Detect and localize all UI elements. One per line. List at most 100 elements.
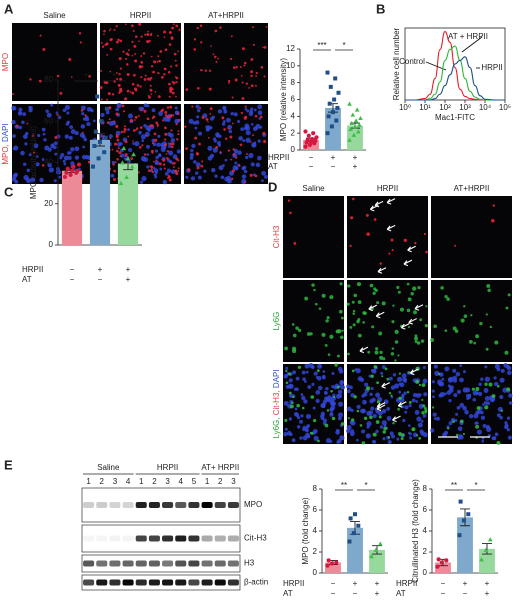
cell: [400, 437, 404, 441]
cell: [424, 406, 427, 410]
cell: [20, 150, 25, 156]
y-tick-label: 8: [423, 484, 428, 493]
band-label: Cit-H3: [244, 534, 267, 543]
cell: [120, 153, 125, 158]
cell: [362, 399, 367, 405]
cell: [317, 363, 323, 369]
cell: [155, 121, 159, 125]
cell: [503, 363, 508, 368]
cell: [287, 384, 293, 389]
cell: [45, 109, 49, 113]
y-tick-label: 6: [313, 505, 318, 514]
cell: [250, 74, 253, 78]
cell: [412, 286, 417, 291]
cell: [146, 165, 150, 169]
cell: [506, 365, 512, 371]
blot-band: [122, 560, 134, 567]
cell: [154, 175, 158, 179]
cell: [320, 414, 325, 419]
cell: [154, 138, 158, 142]
cell: [448, 385, 452, 389]
cell: [381, 301, 386, 306]
cell: [475, 391, 479, 396]
cell: [462, 405, 467, 411]
cell: [196, 26, 199, 30]
cell: [207, 155, 213, 161]
cell: [366, 411, 372, 416]
series-label: HRPII: [481, 63, 502, 72]
cell: [455, 371, 461, 377]
cell: [141, 175, 147, 182]
cell: [101, 45, 105, 48]
cell: [210, 167, 216, 173]
cell: [148, 95, 151, 99]
blot-frame: [81, 524, 241, 553]
cell: [418, 437, 422, 440]
cell: [124, 140, 128, 144]
arrow: [359, 346, 369, 354]
cell: [507, 435, 512, 440]
cell: [399, 307, 404, 312]
cell: [138, 40, 140, 43]
condition-mark: +: [126, 275, 131, 284]
cell: [507, 370, 512, 376]
cell: [100, 69, 103, 72]
cell: [232, 165, 238, 171]
cell: [504, 424, 509, 430]
column-title: Saline: [302, 184, 325, 193]
cell: [260, 66, 264, 69]
cell: [205, 117, 209, 121]
cell: [331, 385, 335, 389]
cell: [250, 58, 254, 61]
cell: [224, 158, 228, 162]
cell: [175, 76, 179, 80]
cell: [249, 173, 253, 177]
cell: [111, 93, 115, 96]
cell: [134, 115, 138, 119]
cell: [228, 129, 233, 134]
cell: [255, 162, 261, 168]
cell: [166, 115, 170, 119]
cell: [227, 127, 230, 130]
cell: [245, 130, 251, 136]
cell: [239, 66, 242, 69]
cell: [129, 119, 133, 122]
cell: [164, 171, 169, 176]
cell: [231, 169, 235, 173]
cell: [169, 90, 173, 94]
cell: [214, 29, 218, 33]
cell: [147, 77, 150, 81]
cell: [67, 151, 71, 155]
cell: [248, 152, 254, 159]
cell: [140, 76, 143, 79]
cell: [398, 396, 402, 400]
cell: [459, 377, 464, 383]
cell: [67, 155, 72, 161]
arrow: [400, 323, 410, 330]
cell: [478, 391, 483, 397]
cell: [243, 61, 247, 65]
cell: [494, 381, 499, 387]
cell: [150, 55, 153, 58]
column-title: AT+HRPII: [454, 184, 490, 193]
cell: [397, 407, 400, 411]
cell: [134, 53, 137, 55]
cell: [143, 153, 147, 156]
cell: [318, 307, 322, 310]
cell: [484, 405, 489, 410]
cell: [456, 405, 461, 410]
row-label-part: Ly6G,: [272, 417, 281, 438]
cell: [475, 421, 479, 425]
cell: [492, 204, 495, 207]
cell: [81, 105, 86, 111]
cell: [484, 396, 490, 401]
cell: [146, 144, 150, 149]
cell: [417, 422, 423, 428]
cell: [134, 141, 140, 147]
cell: [295, 376, 300, 381]
bar: [369, 549, 385, 573]
cell: [240, 74, 243, 77]
cell: [164, 114, 167, 117]
cell: [295, 326, 299, 330]
cell: [167, 142, 171, 146]
